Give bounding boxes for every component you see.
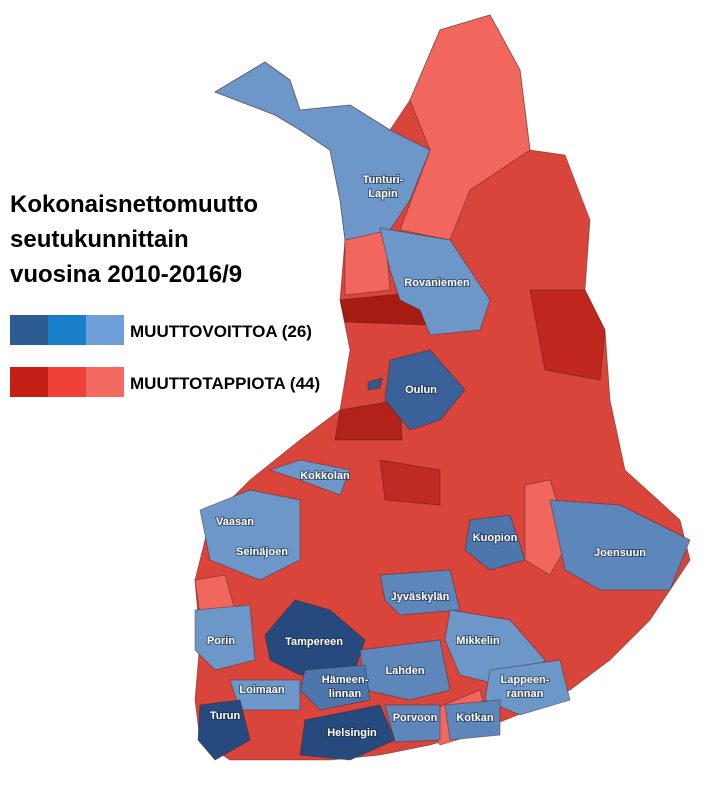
region-label: Kuopion <box>473 532 518 544</box>
island <box>367 377 383 391</box>
region-light-red <box>524 479 571 576</box>
region-blue <box>214 61 431 241</box>
legend-swatch <box>48 367 86 397</box>
legend-swatch <box>48 315 86 345</box>
region-blue <box>194 604 256 671</box>
legend-swatch <box>86 367 124 397</box>
region-label: linnan <box>329 688 362 700</box>
region-blue <box>199 489 301 581</box>
region-label: Lappeen- <box>501 674 550 686</box>
region-blue <box>464 514 526 571</box>
region-label: Mikkelin <box>456 635 500 647</box>
region-label: Porvoon <box>393 712 438 724</box>
region-labels: Tunturi- Lapin Rovaniemen Oulun Kokkolan Vaas… <box>206 173 647 740</box>
region-label: Lapin <box>368 188 398 200</box>
region-label: Porin <box>207 635 235 647</box>
region-dark-blue <box>197 699 251 761</box>
legend-label: MUUTTOTAPPIOTA (44) <box>130 374 320 393</box>
region-blue <box>379 227 491 336</box>
region-label: Lahden <box>385 665 424 677</box>
region-label: Loimaan <box>239 684 285 696</box>
finland-map <box>194 14 691 761</box>
region-label: Vaasan <box>216 516 254 528</box>
region-dark-red <box>334 399 403 441</box>
region-dark-red <box>379 459 441 506</box>
region-label: Jyväskylän <box>391 591 450 603</box>
region-blue <box>379 569 461 616</box>
region-dark-blue <box>299 704 396 761</box>
legend-swatch <box>10 315 48 345</box>
title-line: seutukunnittain <box>10 226 189 253</box>
region-dark-red <box>529 289 606 381</box>
region-label: Tampereen <box>285 636 343 648</box>
region-blue <box>444 699 501 741</box>
region-label: Seinäjoen <box>236 546 288 558</box>
region-blue <box>384 704 441 743</box>
region-label: Turun <box>210 710 241 722</box>
region-label: Joensuun <box>594 547 646 559</box>
region-label: Tunturi- <box>363 174 404 186</box>
region-label: Oulun <box>405 384 437 396</box>
region-blue <box>484 659 571 716</box>
region-blue <box>549 499 691 591</box>
region-blue <box>268 459 351 496</box>
region-blue <box>299 664 371 711</box>
region-dark-blue <box>264 599 366 676</box>
title: Kokonaisnettomuutto seutukunnittain vuosin… <box>10 191 258 288</box>
region-label: Kokkolan <box>300 470 350 482</box>
legend-swatch <box>86 315 124 345</box>
title-line: Kokonaisnettomuutto <box>10 191 258 218</box>
region-label: Helsingin <box>327 727 377 739</box>
legend-label: MUUTTOVOITTOA (26) <box>130 322 312 341</box>
region-label: Hämeen- <box>322 674 369 686</box>
region-label: rannan <box>507 688 544 700</box>
region-light-red <box>399 14 531 241</box>
region-dark-blue <box>384 349 466 431</box>
region-label: Kotkan <box>456 712 494 724</box>
legend: MUUTTOVOITTOA (26) MUUTTOTAPPIOTA (44) <box>10 315 320 397</box>
title-line: vuosina 2010-2016/9 <box>10 261 242 288</box>
region-label: Rovaniemen <box>404 277 470 289</box>
legend-swatch <box>10 367 48 397</box>
region-blue <box>229 679 301 711</box>
